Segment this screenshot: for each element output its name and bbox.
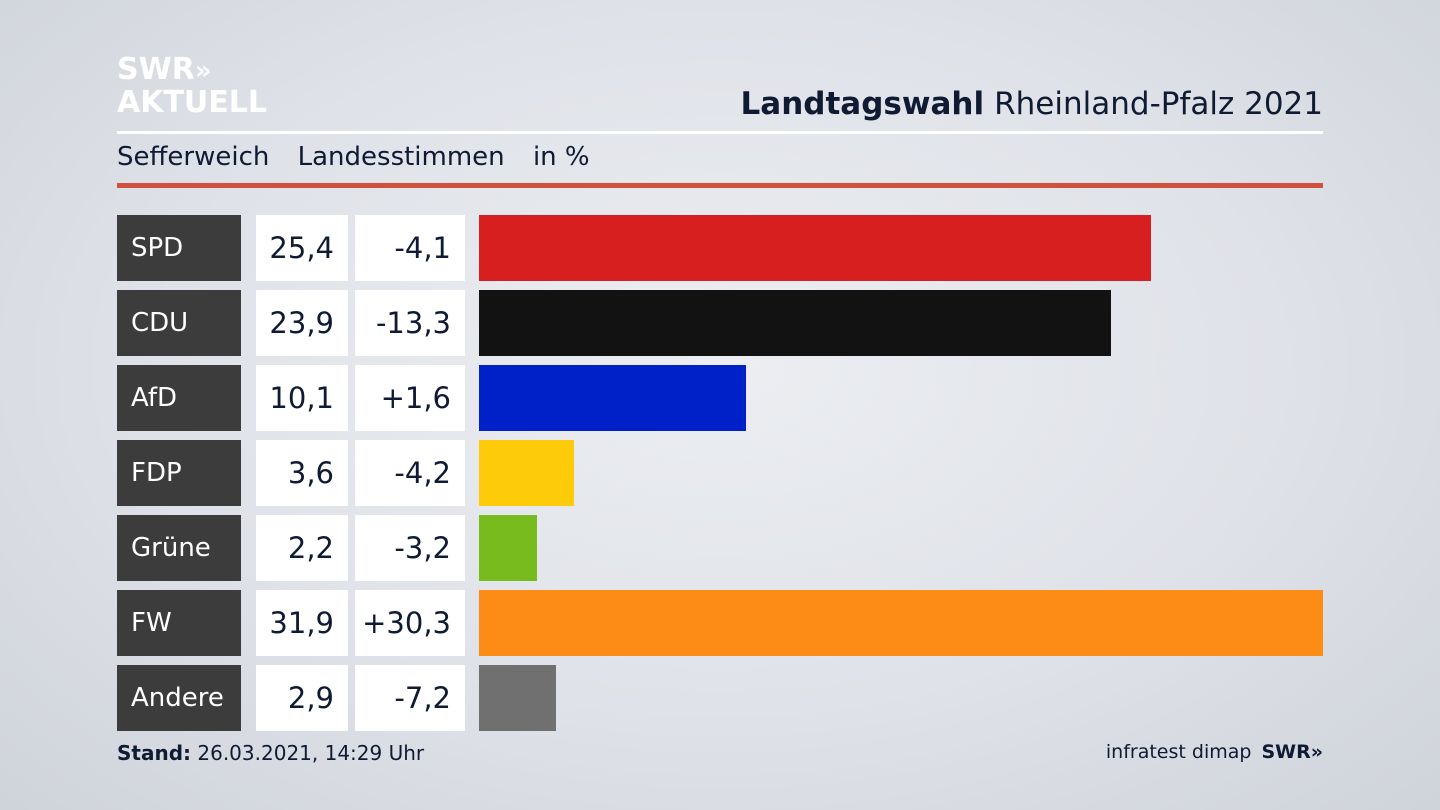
logo-line-1: SWR» — [117, 52, 212, 87]
result-row: SPD 25,4 -4,1 — [117, 215, 1323, 281]
bar-fdp — [479, 440, 574, 506]
vote-share-label: 25,4 — [256, 215, 348, 281]
party-label: Andere — [117, 665, 241, 731]
change-label: +1,6 — [355, 365, 465, 431]
bar-andere — [479, 665, 556, 731]
result-row: FW 31,9 +30,3 — [117, 590, 1323, 656]
result-row: FDP 3,6 -4,2 — [117, 440, 1323, 506]
result-row: Andere 2,9 -7,2 — [117, 665, 1323, 731]
header-divider — [117, 131, 1323, 134]
timestamp: Stand: 26.03.2021, 14:29 Uhr — [117, 741, 424, 765]
party-label: AfD — [117, 365, 241, 431]
subtitle: Sefferweich Landesstimmen in % — [117, 142, 610, 172]
subtitle-district: Sefferweich — [117, 142, 270, 172]
change-label: -3,2 — [355, 515, 465, 581]
party-label: SPD — [117, 215, 241, 281]
page-title: Landtagswahl Rheinland-Pfalz 2021 — [741, 86, 1323, 122]
source-credit: infratest dimap SWR» — [1106, 741, 1323, 763]
results-chart: SPD 25,4 -4,1 CDU 23,9 -13,3 AfD 10,1 +1,6 FDP 3,6… — [117, 215, 1323, 740]
vote-share-label: 23,9 — [256, 290, 348, 356]
vote-share-label: 3,6 — [256, 440, 348, 506]
party-label: FW — [117, 590, 241, 656]
change-label: -4,1 — [355, 215, 465, 281]
vote-share-label: 31,9 — [256, 590, 348, 656]
title-bold: Landtagswahl — [740, 86, 985, 122]
subtitle-unit: in % — [532, 142, 590, 172]
change-label: +30,3 — [355, 590, 465, 656]
party-label: Grüne — [117, 515, 241, 581]
swr-aktuell-logo: SWR» AKTUELL — [117, 54, 267, 119]
bar-spd — [479, 215, 1151, 281]
bar-fw — [479, 590, 1323, 656]
title-rest: Rheinland-Pfalz 2021 — [994, 86, 1323, 122]
logo-line-2: AKTUELL — [117, 85, 268, 120]
vote-share-label: 2,2 — [256, 515, 348, 581]
result-row: CDU 23,9 -13,3 — [117, 290, 1323, 356]
party-label: FDP — [117, 440, 241, 506]
change-label: -4,2 — [355, 440, 465, 506]
result-row: AfD 10,1 +1,6 — [117, 365, 1323, 431]
result-row: Grüne 2,2 -3,2 — [117, 515, 1323, 581]
bar-cdu — [479, 290, 1111, 356]
change-label: -13,3 — [355, 290, 465, 356]
footer-brand: SWR» — [1261, 741, 1323, 763]
subtitle-divider — [117, 183, 1323, 188]
double-chevron-icon: » — [194, 56, 212, 86]
vote-share-label: 2,9 — [256, 665, 348, 731]
stand-label: Stand: — [117, 741, 192, 765]
subtitle-kind: Landesstimmen — [297, 142, 505, 172]
change-label: -7,2 — [355, 665, 465, 731]
party-label: CDU — [117, 290, 241, 356]
stand-value: 26.03.2021, 14:29 Uhr — [197, 741, 425, 765]
double-chevron-icon: » — [1310, 741, 1323, 763]
source-label: infratest dimap — [1105, 741, 1252, 763]
bar-grüne — [479, 515, 537, 581]
vote-share-label: 10,1 — [256, 365, 348, 431]
bar-afd — [479, 365, 746, 431]
